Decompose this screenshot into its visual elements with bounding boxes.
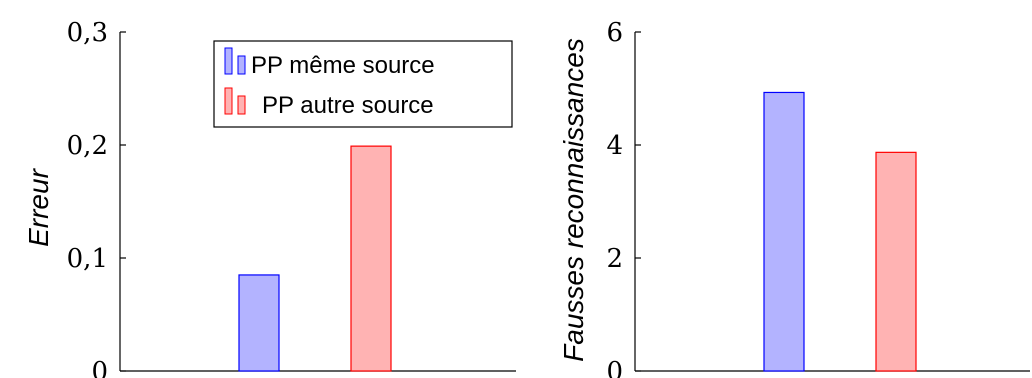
error-chart-ytick-label: 0 (91, 357, 108, 378)
false-recognitions-chart-ytick-label: 4 (606, 131, 623, 161)
legend-entry-other-source: PP autre source (224, 87, 434, 119)
legend-box (213, 40, 513, 128)
false-recognitions-chart-ytick-label: 6 (606, 18, 623, 48)
false-recognitions-chart: Fausses reconnaissances 0 2 4 6 (558, 18, 1030, 378)
legend-swatch-same-source-2 (237, 55, 246, 75)
legend-label-same-source: PP même source (251, 52, 435, 79)
legend: PP même source PP autre source (213, 40, 513, 128)
error-chart-bar-same-source (238, 274, 280, 372)
false-recognitions-chart-ytick-label: 2 (606, 244, 623, 274)
error-chart-bar-other-source (350, 145, 392, 372)
false-recognitions-chart-ylabel: Fausses reconnaissances (558, 38, 589, 362)
false-recognitions-chart-bar-other-source (875, 151, 917, 372)
error-chart-ytick-label: 0,1 (67, 244, 108, 274)
legend-swatch-same-source-1 (224, 47, 233, 75)
error-chart-ytick-label: 0,3 (67, 18, 108, 48)
error-chart: Erreur 0 0,1 0,2 0,3 PP même source PP autr… (23, 18, 516, 378)
legend-entry-same-source: PP même source (224, 47, 435, 79)
legend-swatch-other-source-2 (237, 95, 246, 115)
error-chart-ylabel: Erreur (23, 167, 54, 246)
false-recognitions-chart-bar-same-source (763, 91, 805, 372)
legend-swatch-other-source-1 (224, 87, 233, 115)
error-chart-ytick-label: 0,2 (67, 131, 108, 161)
false-recognitions-chart-ytick-label: 0 (606, 357, 623, 378)
legend-label-other-source: PP autre source (262, 92, 434, 119)
